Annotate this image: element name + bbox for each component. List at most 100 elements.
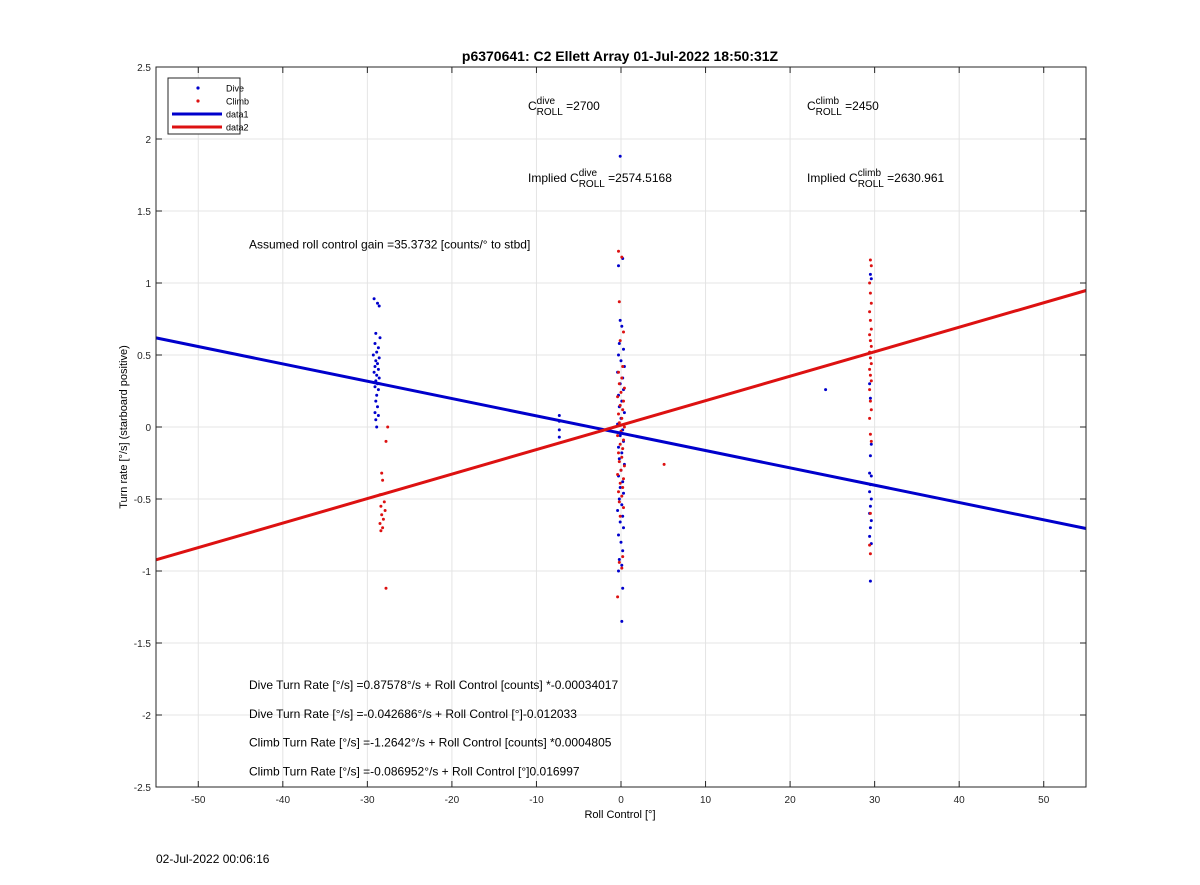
annotation-subscript: ROLL bbox=[579, 179, 606, 190]
data-point-climb bbox=[662, 462, 666, 466]
data-point-dive bbox=[622, 347, 625, 351]
data-point-dive bbox=[376, 301, 379, 305]
data-point-climb bbox=[622, 438, 625, 442]
data-point-dive bbox=[617, 558, 621, 561]
annotation-base: C bbox=[528, 99, 537, 113]
x-tick-label: 10 bbox=[700, 795, 712, 806]
data-point-climb bbox=[868, 339, 872, 343]
data-point-climb bbox=[868, 511, 872, 515]
x-tick-label: 30 bbox=[869, 795, 881, 806]
data-point-dive bbox=[372, 370, 376, 374]
data-point-dive bbox=[869, 497, 873, 501]
annotation-implied-dive: Implied Cdive ROLL =2574.5168 bbox=[528, 168, 672, 190]
data-point-climb bbox=[621, 447, 625, 451]
data-point-climb bbox=[384, 586, 388, 590]
data-point-climb bbox=[380, 513, 384, 517]
data-point-dive bbox=[373, 385, 377, 389]
data-point-climb bbox=[868, 543, 872, 547]
annotation-base: Implied C bbox=[807, 171, 858, 185]
fit-line-data1 bbox=[155, 336, 1087, 530]
data-point-dive bbox=[621, 549, 625, 553]
x-tick-label: -30 bbox=[360, 795, 375, 806]
y-tick-label: 0.5 bbox=[137, 351, 151, 362]
data-point-climb bbox=[616, 395, 620, 399]
data-point-dive bbox=[557, 414, 561, 417]
data-point-climb bbox=[620, 376, 624, 380]
data-point-dive bbox=[620, 503, 624, 507]
data-point-climb bbox=[386, 425, 390, 429]
data-point-dive bbox=[377, 304, 381, 308]
annotation-subscript: ROLL bbox=[816, 107, 843, 118]
data-point-dive bbox=[373, 411, 377, 415]
data-point-dive bbox=[617, 533, 620, 537]
data-point-dive bbox=[618, 154, 622, 158]
data-point-dive bbox=[373, 342, 377, 345]
data-point-dive bbox=[868, 396, 872, 400]
data-point-dive bbox=[617, 457, 621, 461]
data-point-climb bbox=[617, 500, 621, 504]
annotation-value: =2450 bbox=[842, 99, 879, 113]
axis-ticks: -50 -40 -30 -20 -10 0 10 20 30 40 50-2.5-2-1.5-1-0… bbox=[134, 63, 1086, 806]
annotation-superscript: climb bbox=[816, 96, 840, 107]
annotation-eq1: Dive Turn Rate [°/s] =0.87578°/s + Roll … bbox=[249, 678, 618, 692]
data-point-climb bbox=[617, 460, 621, 464]
data-point-dive bbox=[824, 388, 828, 392]
data-point-dive bbox=[375, 373, 379, 377]
legend-label-dive: Dive bbox=[226, 84, 244, 94]
data-point-climb bbox=[382, 500, 386, 504]
data-point-climb bbox=[621, 486, 625, 489]
data-point-dive bbox=[618, 434, 622, 438]
data-point-dive bbox=[620, 451, 624, 455]
annotation-subscript: ROLL bbox=[537, 107, 564, 118]
annotation-value: =2630.961 bbox=[884, 171, 945, 185]
annotation-base: Implied C bbox=[528, 171, 579, 185]
data-point-dive bbox=[868, 454, 872, 458]
data-point-dive bbox=[617, 342, 621, 345]
data-point-climb bbox=[868, 388, 872, 392]
data-point-climb bbox=[617, 370, 620, 374]
data-point-climb bbox=[380, 471, 384, 475]
y-tick-label: -2.5 bbox=[134, 783, 152, 794]
data-point-climb bbox=[616, 473, 620, 476]
data-point-dive bbox=[374, 399, 378, 403]
data-point-dive bbox=[617, 445, 620, 449]
data-point-climb bbox=[869, 344, 873, 348]
legend-label-data2: data2 bbox=[226, 123, 249, 133]
data-point-climb bbox=[617, 451, 620, 455]
y-tick-label: 1 bbox=[145, 279, 151, 290]
data-point-dive bbox=[372, 297, 376, 301]
data-point-climb bbox=[868, 258, 872, 262]
legend-marker-climb bbox=[196, 99, 200, 103]
data-point-climb bbox=[384, 439, 388, 443]
x-tick-label: -50 bbox=[191, 795, 206, 806]
data-point-climb bbox=[868, 432, 872, 436]
data-point-climb bbox=[620, 494, 624, 498]
data-point-dive bbox=[622, 491, 625, 495]
data-point-dive bbox=[376, 405, 379, 409]
legend-label-climb: Climb bbox=[226, 97, 249, 107]
data-point-dive bbox=[371, 353, 375, 357]
data-point-climb bbox=[869, 264, 873, 268]
data-point-climb bbox=[621, 365, 625, 368]
annotation-implied-climb: Implied Cclimb ROLL =2630.961 bbox=[807, 168, 945, 190]
data-point-climb bbox=[618, 442, 622, 446]
y-tick-label: -0.5 bbox=[134, 495, 152, 506]
data-point-dive bbox=[621, 586, 625, 590]
data-point-dive bbox=[869, 474, 873, 478]
data-point-dive bbox=[373, 365, 377, 368]
data-point-climb bbox=[620, 255, 624, 259]
scatter-series-climb bbox=[378, 249, 873, 599]
data-point-climb bbox=[379, 529, 383, 533]
data-point-dive bbox=[619, 359, 623, 363]
data-point-dive bbox=[376, 388, 380, 392]
data-point-dive bbox=[377, 376, 381, 380]
data-point-dive bbox=[378, 336, 382, 340]
data-point-dive bbox=[868, 534, 872, 538]
data-point-climb bbox=[869, 408, 873, 412]
data-point-dive bbox=[376, 367, 380, 371]
data-point-dive bbox=[868, 471, 872, 475]
data-point-dive bbox=[375, 350, 379, 354]
data-point-dive bbox=[375, 425, 379, 429]
x-tick-label: 40 bbox=[954, 795, 966, 806]
data-point-climb bbox=[618, 339, 622, 343]
